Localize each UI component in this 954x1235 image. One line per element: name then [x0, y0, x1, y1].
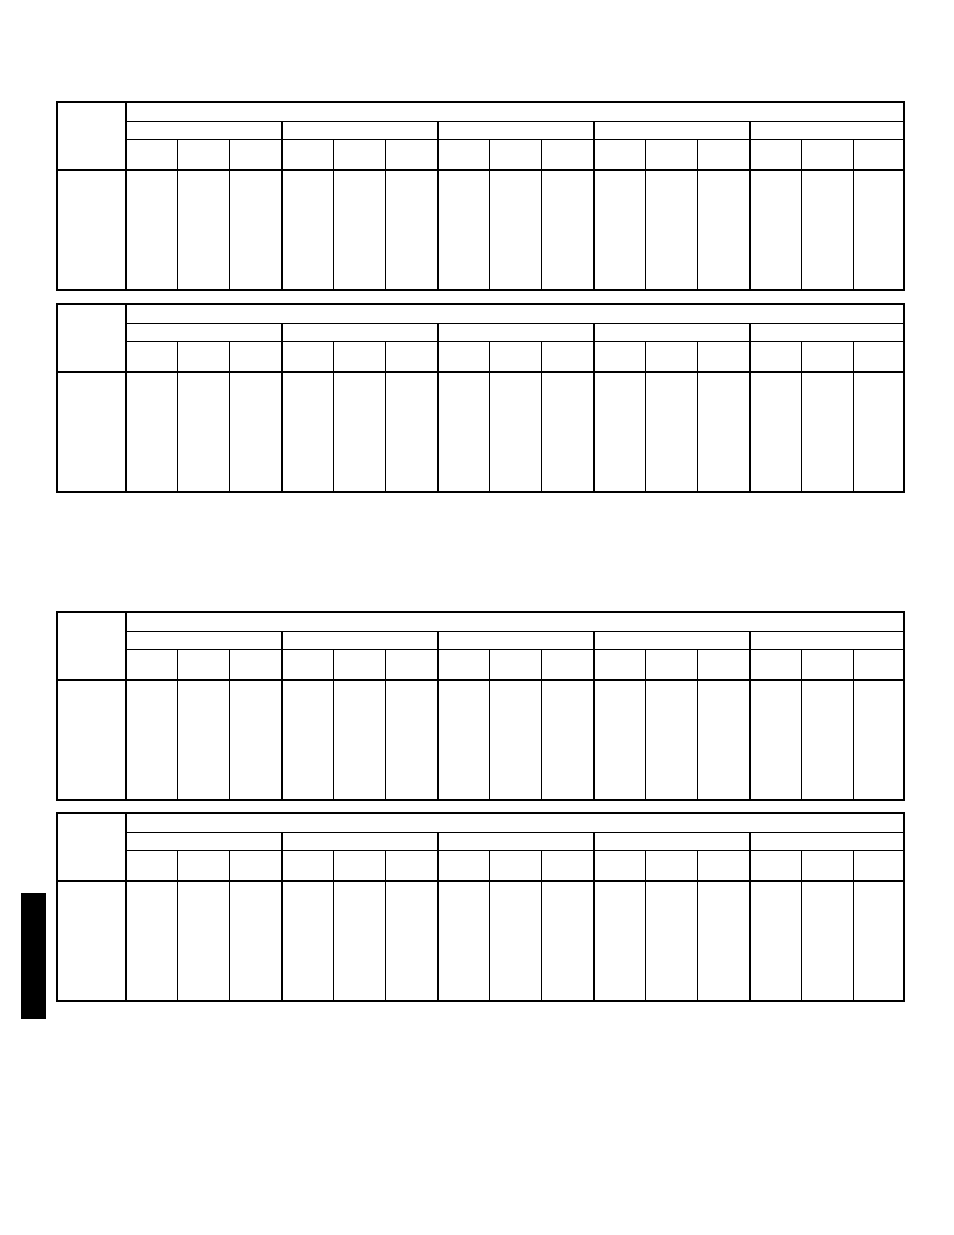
- side-index-tab: [21, 893, 46, 1019]
- table-block-2: [56, 303, 905, 493]
- table-block-3: [56, 611, 905, 801]
- table-block-4: [56, 812, 905, 1002]
- table-block-1: [56, 101, 905, 291]
